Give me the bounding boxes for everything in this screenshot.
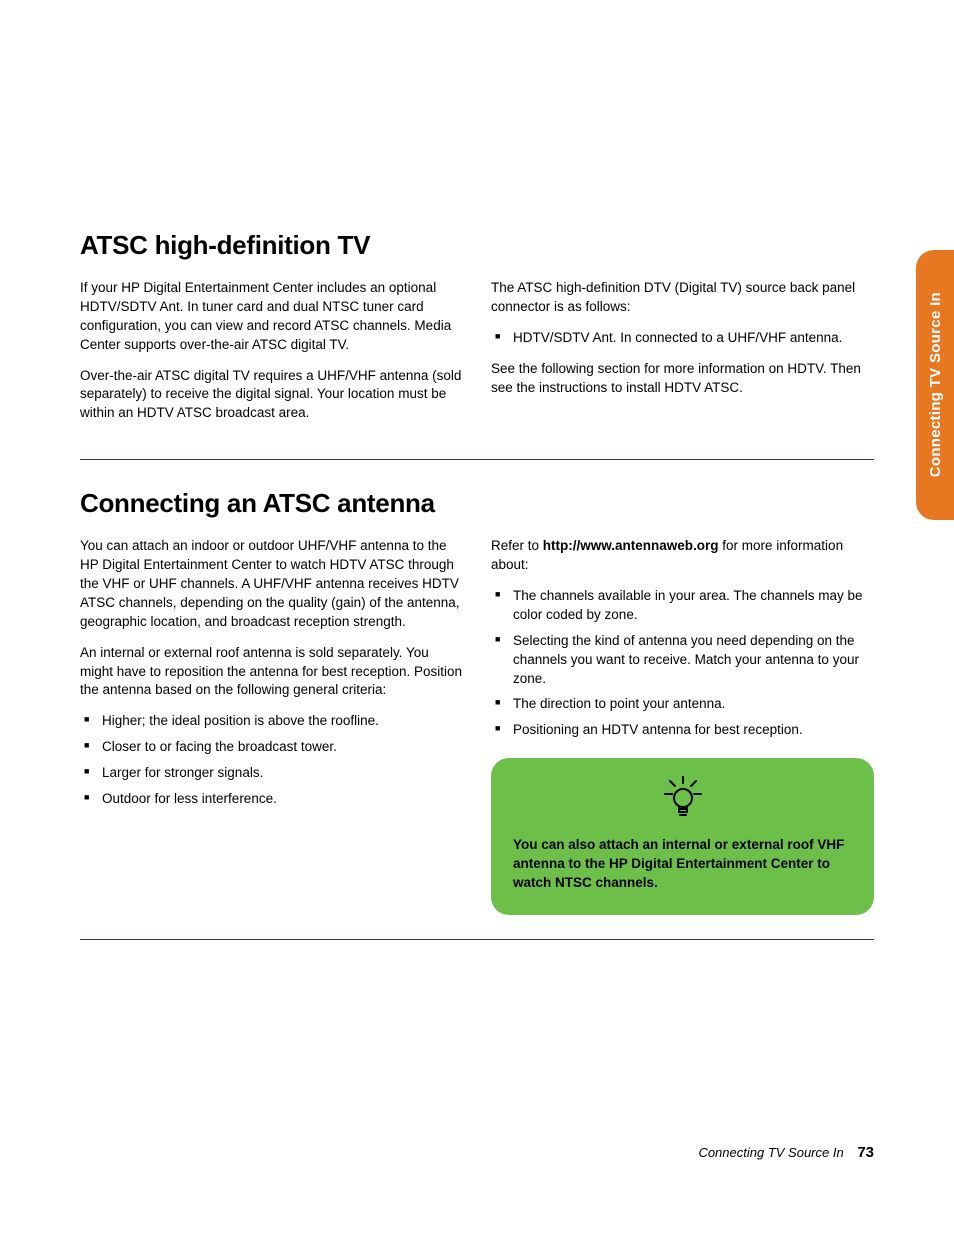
list-item: Closer to or facing the broadcast tower. [80, 738, 463, 757]
tip-text: You can also attach an internal or exter… [513, 836, 852, 893]
section2-left-col: You can attach an indoor or outdoor UHF/… [80, 537, 463, 915]
page-content: ATSC high-definition TV If your HP Digit… [0, 0, 954, 1008]
divider-rule [80, 459, 874, 460]
list-item: Selecting the kind of antenna you need d… [491, 632, 874, 689]
list-item: The direction to point your antenna. [491, 695, 874, 714]
list-item: The channels available in your area. The… [491, 587, 874, 625]
footer-section-title: Connecting TV Source In [698, 1145, 843, 1160]
list-item: Larger for stronger signals. [80, 764, 463, 783]
section1-right-col: The ATSC high-definition DTV (Digital TV… [491, 279, 874, 435]
s1-right-bullets: HDTV/SDTV Ant. In connected to a UHF/VHF… [491, 329, 874, 348]
s2-right-p1: Refer to http://www.antennaweb.org for m… [491, 537, 874, 575]
s2-right-p1-prefix: Refer to [491, 538, 543, 553]
section2-right-col: Refer to http://www.antennaweb.org for m… [491, 537, 874, 915]
s2-left-p1: You can attach an indoor or outdoor UHF/… [80, 537, 463, 631]
lightbulb-icon [663, 776, 703, 826]
section1-heading: ATSC high-definition TV [80, 230, 874, 261]
section2-columns: You can attach an indoor or outdoor UHF/… [80, 537, 874, 915]
tip-callout: You can also attach an internal or exter… [491, 758, 874, 915]
section1-columns: If your HP Digital Entertainment Center … [80, 279, 874, 435]
list-item: Positioning an HDTV antenna for best rec… [491, 721, 874, 740]
section2-heading: Connecting an ATSC antenna [80, 488, 874, 519]
s2-right-p1-url: http://www.antennaweb.org [543, 538, 719, 553]
s1-left-p2: Over-the-air ATSC digital TV requires a … [80, 367, 463, 424]
s1-left-p1: If your HP Digital Entertainment Center … [80, 279, 463, 355]
footer-page-number: 73 [857, 1144, 874, 1161]
s1-right-p1: The ATSC high-definition DTV (Digital TV… [491, 279, 874, 317]
section1-left-col: If your HP Digital Entertainment Center … [80, 279, 463, 435]
list-item: Outdoor for less interference. [80, 790, 463, 809]
tip-icon-wrap [513, 776, 852, 826]
list-item: HDTV/SDTV Ant. In connected to a UHF/VHF… [491, 329, 874, 348]
s2-right-bullets: The channels available in your area. The… [491, 587, 874, 740]
s2-left-p2: An internal or external roof antenna is … [80, 644, 463, 701]
list-item: Higher; the ideal position is above the … [80, 712, 463, 731]
s2-left-bullets: Higher; the ideal position is above the … [80, 712, 463, 809]
divider-rule [80, 939, 874, 940]
page-footer: Connecting TV Source In 73 [698, 1144, 874, 1161]
s1-right-p2: See the following section for more infor… [491, 360, 874, 398]
